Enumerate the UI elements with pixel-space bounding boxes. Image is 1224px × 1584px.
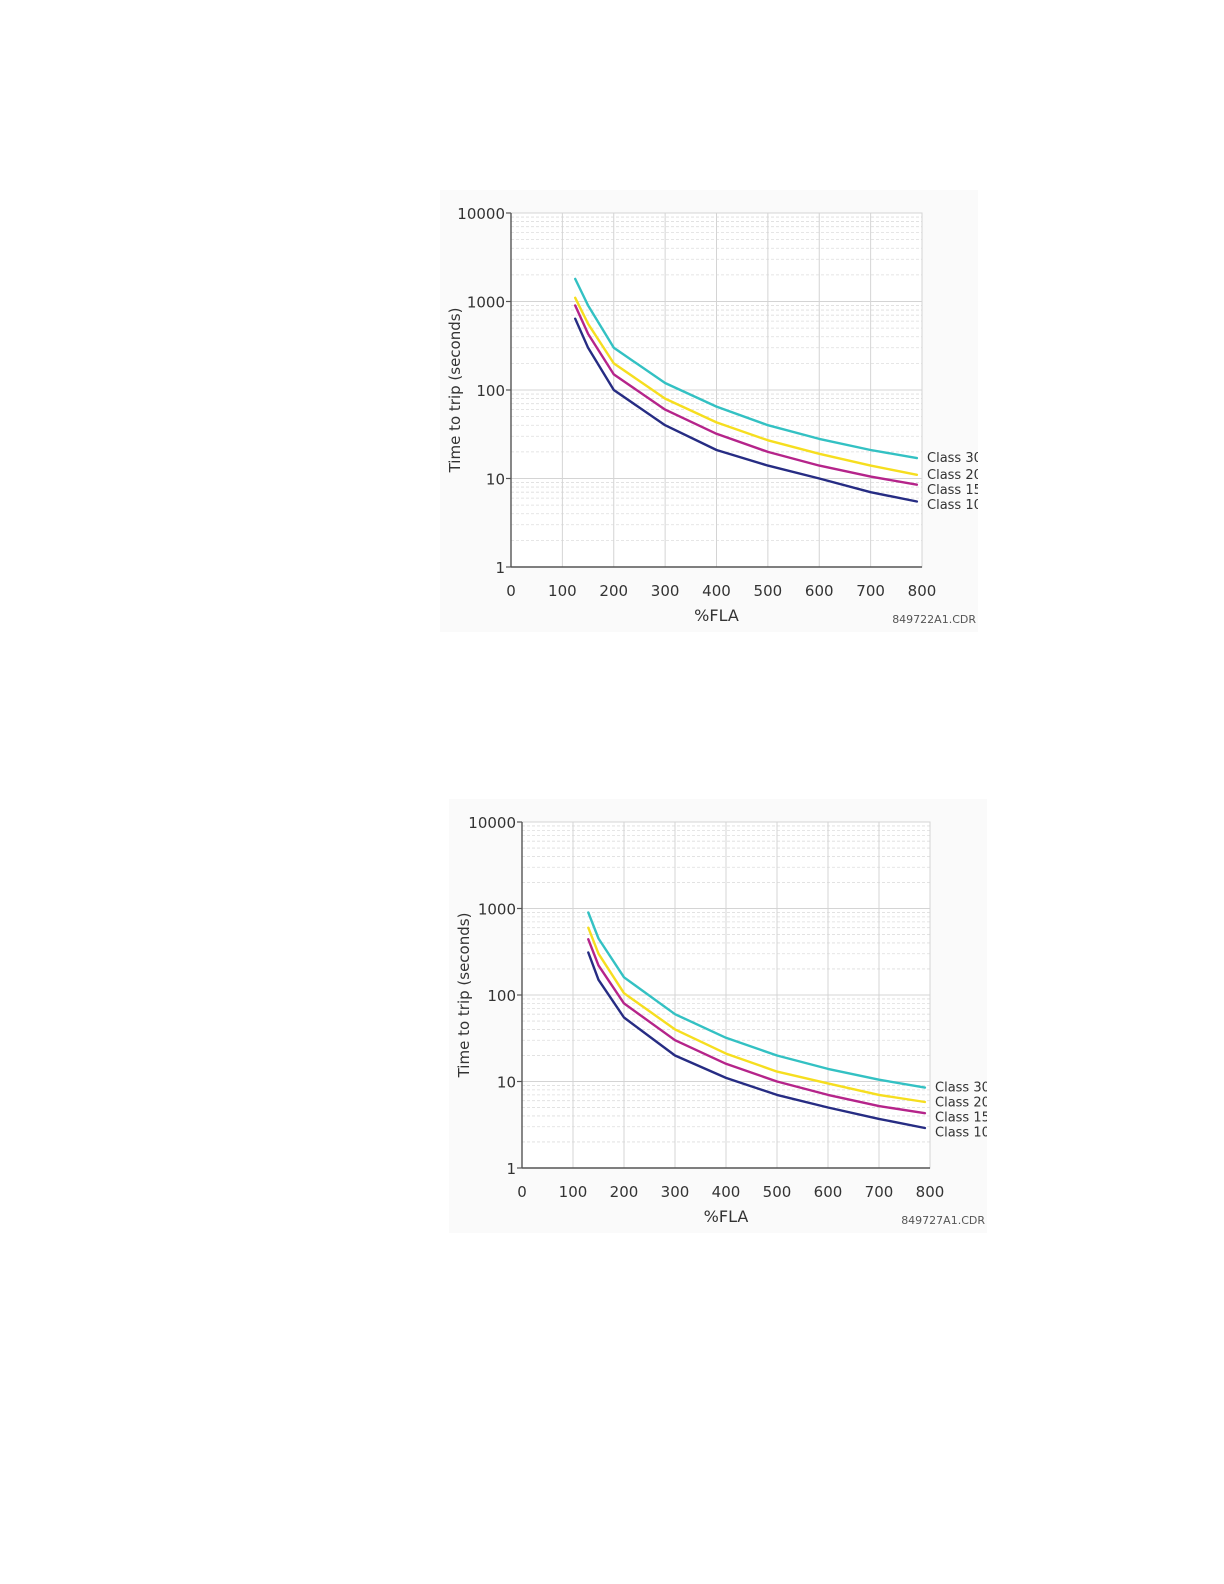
series-line-class-15 (587, 938, 927, 1115)
series-line-class-30 (574, 277, 919, 460)
y-axis-label: Time to trip (seconds) (446, 308, 464, 474)
series-line-class-15 (574, 304, 919, 486)
x-tick-label: 700 (856, 582, 885, 600)
minor-gridlines (522, 825, 930, 1143)
x-axis-label: %FLA (704, 1207, 749, 1226)
x-tick-label: 100 (548, 582, 577, 600)
x-tick-label: 300 (661, 1183, 690, 1201)
chart-svg-1: 1 10 100 1000 10000 0 100 200 300 400 500 600 700 800… (446, 205, 978, 626)
y-axis-label: Time to trip (seconds) (455, 913, 473, 1079)
series-line-class-20 (574, 296, 919, 476)
x-tick-label: 400 (712, 1183, 741, 1201)
x-tick-label: 600 (805, 582, 834, 600)
x-tick-label: 0 (506, 582, 516, 600)
series-label: Class 20 (927, 468, 978, 483)
y-tick-label: 10 (497, 1074, 516, 1092)
series-label: Class 20 (935, 1096, 987, 1111)
y-tick-label: 10000 (468, 814, 516, 832)
series-line-class-10 (587, 951, 927, 1130)
series-label: Class 15 (927, 483, 978, 498)
x-tick-label: 400 (702, 582, 731, 600)
x-tick-label: 100 (559, 1183, 588, 1201)
x-tick-label: 500 (763, 1183, 792, 1201)
x-tick-label: 200 (599, 582, 628, 600)
series-label: Class 10 (935, 1126, 987, 1141)
chart-svg-2: 1 10 100 1000 10000 0 100 200 300 400 500 600 700 800… (455, 814, 987, 1227)
y-tick-label: 100 (476, 382, 505, 400)
trip-curve-chart-1: 1 10 100 1000 10000 0 100 200 300 400 500 600 700 800… (440, 190, 978, 632)
x-tick-label: 300 (651, 582, 680, 600)
series-label: Class 30 (927, 451, 978, 466)
y-tick-label: 10 (486, 471, 505, 489)
series-line-class-10 (574, 317, 919, 503)
x-tick-label: 0 (517, 1183, 527, 1201)
figure-code: 849722A1.CDR (892, 613, 976, 626)
trip-curve-chart-2: 1 10 100 1000 10000 0 100 200 300 400 500 600 700 800… (449, 799, 987, 1233)
x-tick-label: 600 (814, 1183, 843, 1201)
x-axis-label: %FLA (694, 606, 739, 625)
y-tick-label: 1 (495, 559, 505, 577)
x-tick-label: 800 (916, 1183, 945, 1201)
series-label: Class 30 (935, 1081, 987, 1096)
x-tick-label: 800 (908, 582, 937, 600)
series-label: Class 10 (927, 498, 978, 513)
y-tick-label: 10000 (457, 205, 505, 223)
y-tick-label: 1000 (467, 294, 505, 312)
series-label: Class 15 (935, 1111, 987, 1126)
x-tick-label: 500 (754, 582, 783, 600)
x-tick-label: 200 (610, 1183, 639, 1201)
y-tick-label: 1000 (478, 901, 516, 919)
figure-code: 849727A1.CDR (901, 1214, 985, 1227)
series-line-class-30 (587, 911, 927, 1089)
y-tick-label: 100 (487, 987, 516, 1005)
x-tick-label: 700 (865, 1183, 894, 1201)
series-line-class-20 (587, 926, 927, 1104)
y-tick-label: 1 (506, 1160, 516, 1178)
